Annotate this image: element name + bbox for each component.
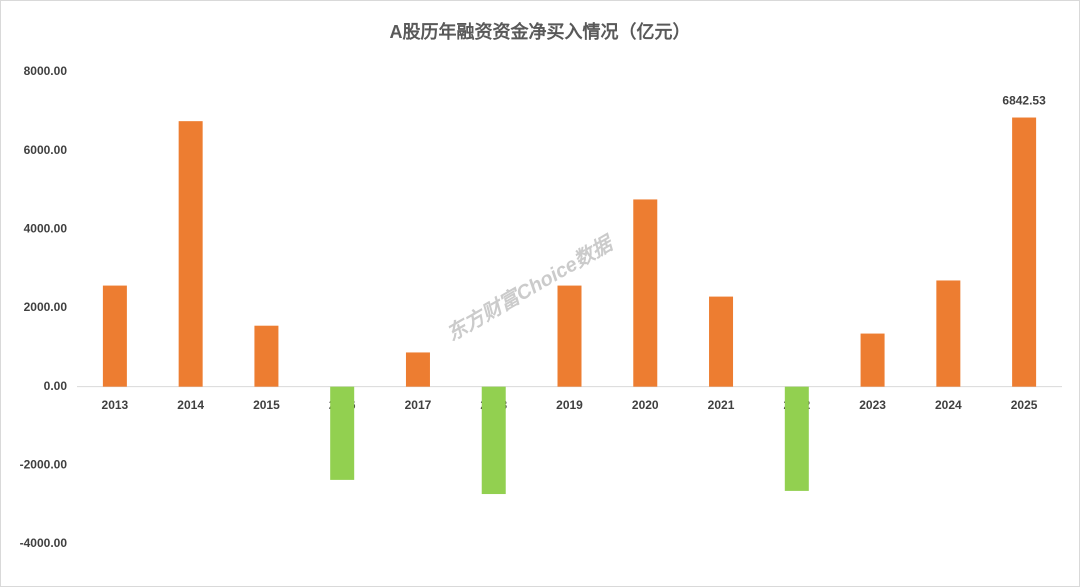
bar xyxy=(557,285,582,387)
x-tick-label: 2020 xyxy=(632,398,659,412)
bar xyxy=(254,325,279,387)
bar xyxy=(633,199,658,387)
x-tick-label: 2024 xyxy=(935,398,962,412)
x-tick-label: 2019 xyxy=(556,398,583,412)
x-tick-label: 2014 xyxy=(177,398,204,412)
y-tick-label: 4000.00 xyxy=(24,222,68,236)
x-tick-label: 2013 xyxy=(102,398,129,412)
bar xyxy=(1012,117,1037,387)
y-tick-label: 0.00 xyxy=(44,379,68,393)
bar xyxy=(405,352,430,387)
x-tick-label: 2017 xyxy=(405,398,432,412)
data-label: 6842.53 xyxy=(1002,94,1046,108)
y-tick-label: 2000.00 xyxy=(24,300,68,314)
x-tick-label: 2015 xyxy=(253,398,280,412)
bar xyxy=(784,386,809,491)
x-tick-label: 2025 xyxy=(1011,398,1038,412)
bar xyxy=(330,386,355,480)
y-tick-label: 6000.00 xyxy=(24,143,68,157)
chart-title: A股历年融资资金净买入情况（亿元） xyxy=(390,21,691,42)
y-tick-label: 8000.00 xyxy=(24,64,68,78)
x-tick-label: 2023 xyxy=(859,398,886,412)
bar xyxy=(709,296,734,387)
bar xyxy=(860,333,885,387)
x-tick-label: 2021 xyxy=(708,398,735,412)
y-tick-label: -2000.00 xyxy=(20,458,68,472)
y-tick-label: -4000.00 xyxy=(20,536,68,550)
bar xyxy=(102,285,127,387)
bar xyxy=(481,386,506,495)
bar xyxy=(936,280,961,387)
bar xyxy=(178,121,203,387)
